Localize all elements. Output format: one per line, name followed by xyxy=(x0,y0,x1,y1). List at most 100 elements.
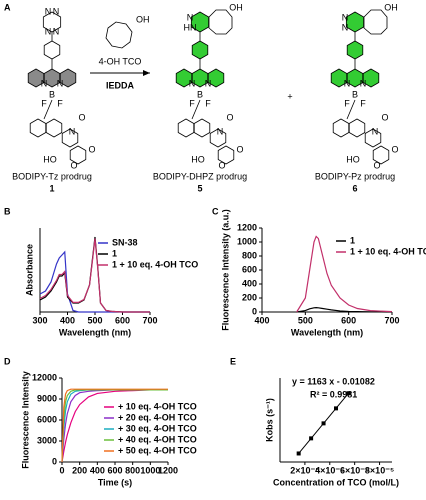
series-line xyxy=(39,250,150,313)
ring xyxy=(27,68,45,88)
x-axis-label: Wavelength (nm) xyxy=(291,327,363,337)
ring xyxy=(208,9,233,35)
point xyxy=(296,451,301,456)
atom-label: O xyxy=(236,144,243,154)
series-line xyxy=(296,235,393,313)
atom-label: O xyxy=(373,160,380,170)
atom-label: N xyxy=(205,78,212,88)
reagent-label: 4-OH TCO xyxy=(99,56,142,66)
compound-name: BODIPY-Tz prodrug xyxy=(12,171,92,181)
y-axis-label: Fluorescence Intensity xyxy=(20,371,30,469)
series-line xyxy=(39,238,150,313)
ring xyxy=(346,40,364,60)
ring xyxy=(207,68,225,88)
atom-label: N xyxy=(217,126,224,136)
legend-label: + 50 eq. 4-OH TCO xyxy=(118,445,197,455)
x-axis-label: Concentration of TCO (mol/L) xyxy=(273,477,399,487)
x-tick-label: 700 xyxy=(142,315,157,325)
atom-label: F xyxy=(360,98,366,108)
legend-label: 1 + 10 eq. 4-OH TCO xyxy=(112,259,198,269)
ring xyxy=(59,68,77,88)
atom-label: O xyxy=(78,112,85,122)
atom-label: F xyxy=(41,98,47,108)
x-tick-label: 1000 xyxy=(140,465,160,475)
series-line xyxy=(296,307,393,313)
ring xyxy=(348,118,366,138)
atom-label: N xyxy=(342,22,349,32)
series-line xyxy=(61,389,168,463)
y-tick-label: 0 xyxy=(52,456,57,466)
atom-label: F xyxy=(57,98,63,108)
atom-label: N xyxy=(53,26,60,36)
x-tick-label: 8×10⁻⁵ xyxy=(365,465,394,475)
compound-name: BODIPY-DHPZ prodrug xyxy=(153,171,247,181)
x-tick-label: 400 xyxy=(254,315,269,325)
y-tick-label: 400 xyxy=(242,278,257,288)
panel-label: D xyxy=(4,356,11,366)
y-tick-label: 200 xyxy=(242,292,257,302)
y-tick-label: 600 xyxy=(242,264,257,274)
ring xyxy=(363,9,388,35)
atom-label: O xyxy=(88,144,95,154)
atom-label: HO xyxy=(43,154,57,164)
bond xyxy=(346,99,356,120)
x-axis-label: Wavelength (nm) xyxy=(59,327,131,337)
atom-label: N xyxy=(57,78,64,88)
ring xyxy=(29,118,47,138)
panel-label: C xyxy=(212,206,219,216)
ring xyxy=(364,128,382,148)
x-tick-label: 2×10⁻⁵ xyxy=(290,465,319,475)
point xyxy=(334,406,338,411)
atom-label: N xyxy=(342,12,349,22)
legend-label: 1 xyxy=(350,235,355,245)
legend-label: + 20 eq. 4-OH TCO xyxy=(118,412,197,422)
legend-label: 1 xyxy=(112,248,117,258)
ring xyxy=(209,128,227,148)
atom-label: HO xyxy=(346,154,360,164)
ring xyxy=(346,68,364,88)
ring xyxy=(191,68,209,88)
bond xyxy=(43,99,53,120)
x-tick-label: 400 xyxy=(90,465,105,475)
reaction-label: IEDDA xyxy=(106,80,135,90)
atom-label: OH xyxy=(229,2,243,12)
y-tick-label: 9000 xyxy=(37,393,57,403)
atom-label: B xyxy=(49,89,55,99)
ring xyxy=(345,11,365,33)
ring xyxy=(191,40,209,60)
atom-label: F xyxy=(189,98,195,108)
x-tick-label: 1200 xyxy=(158,465,178,475)
atom-label: B xyxy=(197,89,203,99)
ring xyxy=(175,68,193,88)
atom-label: OH xyxy=(136,14,150,24)
x-tick-label: 300 xyxy=(32,315,47,325)
x-tick-label: 400 xyxy=(60,315,75,325)
compound-number: 5 xyxy=(197,183,202,193)
atom-label: O xyxy=(70,160,77,170)
point xyxy=(346,391,351,396)
x-tick-label: 4×10⁻⁵ xyxy=(315,465,344,475)
ring xyxy=(217,145,235,165)
annotation: y = 1163 x - 0.01082 xyxy=(292,376,375,386)
ring xyxy=(332,118,350,138)
ring xyxy=(43,68,61,88)
ring xyxy=(61,128,79,148)
ring xyxy=(193,118,211,138)
legend-label: + 30 eq. 4-OH TCO xyxy=(118,423,197,433)
atom-label: N xyxy=(187,12,194,22)
x-tick-label: 500 xyxy=(298,315,313,325)
atom-label: O xyxy=(381,112,388,122)
point xyxy=(321,421,326,426)
legend-label: 1 + 10 eq. 4-OH TCO xyxy=(350,246,426,256)
atom-label: N xyxy=(372,126,379,136)
atom-label: N xyxy=(189,78,196,88)
y-tick-label: 800 xyxy=(242,250,257,260)
ring xyxy=(330,68,348,88)
point xyxy=(309,436,314,441)
atom-label: F xyxy=(344,98,350,108)
plus-sign: + xyxy=(287,91,292,101)
x-tick-label: 800 xyxy=(125,465,140,475)
atom-label: O xyxy=(218,160,225,170)
x-tick-label: 200 xyxy=(72,465,87,475)
